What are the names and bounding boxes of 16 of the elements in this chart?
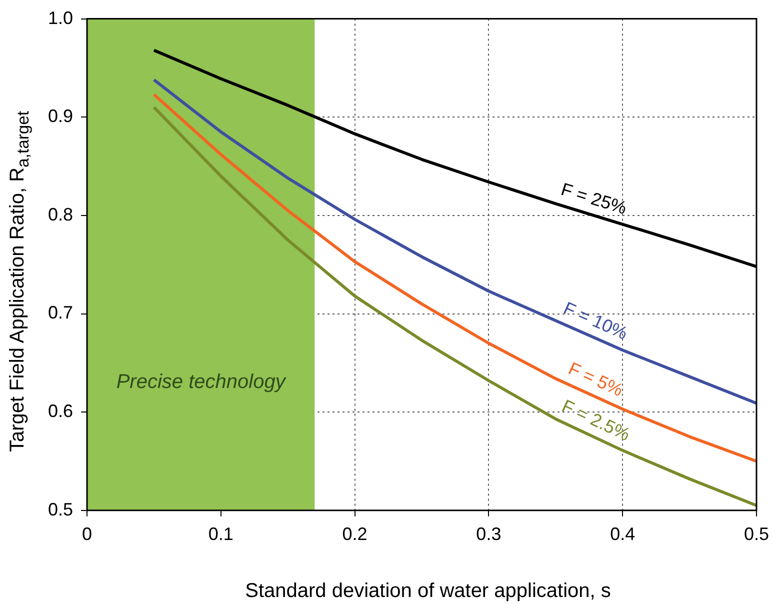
- y-tick-label: 0.5: [48, 499, 74, 520]
- x-tick-label: 0.4: [610, 524, 636, 544]
- x-tick-label: 0: [82, 524, 92, 544]
- y-tick-label: 0.6: [48, 401, 74, 422]
- text: F = 10%: [560, 298, 630, 344]
- x-tick-label: 0.5: [744, 524, 770, 544]
- x-tick-label: 0.1: [208, 524, 234, 544]
- x-tick-label: 0.2: [342, 524, 368, 544]
- x-axis-title: Standard deviation of water application, s: [244, 580, 612, 603]
- y-tick-label: 0.9: [48, 106, 74, 126]
- band-label: Precise technology: [116, 371, 286, 394]
- y-tick-label: 1.0: [48, 8, 74, 28]
- x-tick-label: 0.3: [476, 524, 502, 544]
- y-tick-label: 0.7: [48, 302, 74, 323]
- text: F = 25%: [558, 179, 630, 218]
- y-tick-label: 0.8: [48, 204, 74, 224]
